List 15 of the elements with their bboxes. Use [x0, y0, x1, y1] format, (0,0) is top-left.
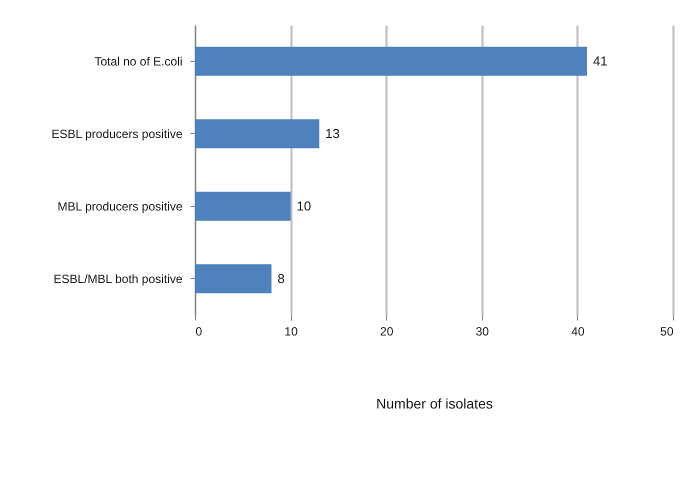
data-label: 8	[277, 270, 285, 286]
data-label: 41	[592, 53, 608, 68]
x-tick-label: 20	[380, 324, 394, 338]
y-tick-label: Total no of E.coli	[94, 54, 182, 68]
x-tick-label: 50	[660, 324, 674, 338]
y-tick-label: ESBL producers positive	[52, 126, 183, 141]
y-tick-label: MBL producers positive	[58, 199, 183, 214]
x-tick-label: 0	[196, 324, 202, 338]
x-axis-title: Number of isolates	[376, 396, 493, 412]
x-tick-label: 40	[571, 324, 585, 338]
y-tick-label: ESBL/MBL both positive	[54, 272, 183, 286]
data-label: 10	[296, 198, 312, 214]
x-tick-label: 10	[284, 324, 298, 338]
data-label: 13	[325, 126, 340, 141]
x-tick-label: 30	[476, 324, 490, 338]
